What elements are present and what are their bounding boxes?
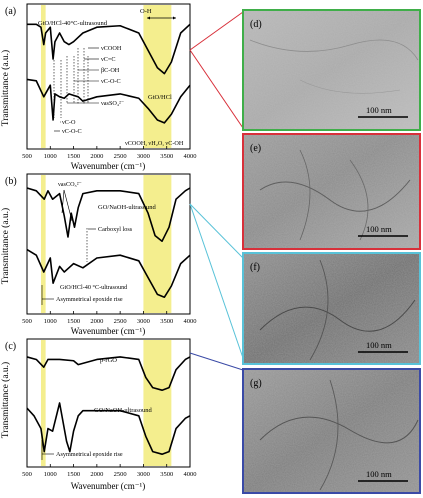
- x-tick-label-c-1500: 1500: [67, 471, 80, 478]
- ann-cc: νC=C: [101, 56, 116, 63]
- oh-arrowhead-right: [173, 16, 176, 20]
- series-label-gto-hcl-b: GtO/HCl-40 °C-ultrasound: [60, 284, 128, 291]
- panel-label-a: (a): [5, 6, 16, 17]
- ann-coh: βC-OH: [101, 67, 120, 74]
- ylabel-c: Transmittance (a.u.): [0, 362, 11, 438]
- annotation-arrows-a: [54, 47, 99, 132]
- panel-label-c: (c): [5, 341, 16, 352]
- ann-co: νC-O: [62, 119, 76, 126]
- ann-coc: νC-O-C: [101, 78, 121, 85]
- x-tick-label-b-3500: 3500: [160, 318, 173, 325]
- panel-b: (b) Transmittance (a.u.) 500 1000 1500 2000…: [0, 173, 197, 336]
- x-tick-label-a-1000: 1000: [44, 153, 57, 160]
- x-tick-label-b-2500: 2500: [114, 318, 127, 325]
- ann-epoxide-b: Asymmetrical epoxide rise: [56, 296, 123, 303]
- highlight-band-c-0: [40, 340, 46, 466]
- panel-label-f: (f): [250, 262, 260, 273]
- highlight-band-a-1: [143, 5, 172, 148]
- plot-frame-a: [26, 3, 191, 150]
- x-tick-label-a-2000: 2000: [90, 153, 103, 160]
- connector-b-bottom: [189, 203, 244, 359]
- co3-arrows: [61, 189, 73, 222]
- x-tick-label-b-500: 500: [22, 318, 32, 325]
- band-annotations-a: νCOOH νC=C βC-OH νC-O-C νasSO₄²⁻ νC-O νC…: [62, 45, 184, 147]
- band-dashes-a: [53, 48, 89, 118]
- x-tick-label-c-2000: 2000: [90, 471, 103, 478]
- ann-so4: νasSO₄²⁻: [101, 100, 124, 107]
- ann-oh-group: νCOOH, νH₂O, νC-OH: [125, 140, 184, 147]
- ylabel-a: Transmittance (a.u.): [0, 50, 11, 126]
- x-tick-label-b-1500: 1500: [67, 318, 80, 325]
- panel-c: (c) Transmittance (a.u.) 500 1000 1500 2000…: [0, 338, 197, 491]
- x-tick-label-b-2000: 2000: [90, 318, 103, 325]
- annotation-oh: O-H: [140, 8, 152, 15]
- scale-text-e: 100 nm: [366, 224, 392, 234]
- x-tick-label-b-1000: 1000: [44, 318, 57, 325]
- panel-label-e: (e): [250, 143, 261, 154]
- highlight-band-b-0: [40, 175, 46, 313]
- x-tick-label-a-500: 500: [22, 153, 32, 160]
- highlight-band-c-1: [143, 340, 172, 466]
- x-tick-label-a-3500: 3500: [160, 153, 173, 160]
- oh-arrowhead-left: [147, 16, 150, 20]
- plot-frame-b: [26, 173, 191, 315]
- tem-image-f: (f) 100 nm: [242, 252, 421, 365]
- series-line-b-1: [26, 248, 191, 298]
- highlight-band-b-1: [143, 175, 172, 313]
- series-label-gto-hcl-40: GtO/HCl-40°C-ultrasound: [38, 20, 108, 27]
- tem-image-d: (d) 100 nm: [242, 9, 421, 131]
- x-tick-label-a-1500: 1500: [67, 153, 80, 160]
- plot-frame-c: [26, 338, 191, 468]
- ann-epoxide-c: Asymmetrical epoxide rise: [56, 451, 123, 458]
- series-label-gto-hcl: GtO/HCl: [148, 94, 172, 101]
- series-line-c-1: [26, 402, 191, 455]
- series-label-prgo: p-rGO: [100, 357, 117, 364]
- tem-image-e: (e) 100 nm: [242, 133, 421, 250]
- series-line-a-0: [27, 23, 191, 75]
- series-label-go-naoh-c: GO/NaOH-ultrasound: [94, 407, 153, 414]
- x-tick-label-b-3000: 3000: [137, 318, 150, 325]
- ann-coc2: νC-O-C: [62, 128, 82, 135]
- connectors: [189, 11, 244, 371]
- ylabel-b: Transmittance (a.u.): [0, 208, 11, 284]
- xlabel-c: Wavenumber (cm⁻¹): [71, 481, 145, 491]
- connector-a-bottom: [189, 49, 244, 129]
- panel-label-b: (b): [5, 176, 17, 187]
- scale-text-d: 100 nm: [366, 105, 392, 115]
- highlight-band-a-0: [40, 5, 46, 148]
- x-tick-label-c-1000: 1000: [44, 471, 57, 478]
- x-tick-label-c-3500: 3500: [160, 471, 173, 478]
- panel-label-d: (d): [250, 19, 262, 30]
- series-label-go-naoh: GO/NaOH-ultrasound: [98, 204, 157, 211]
- x-tick-label-c-3000: 3000: [137, 471, 150, 478]
- x-tick-label-a-3000: 3000: [137, 153, 150, 160]
- panel-a: (a) Transmittance (a.u.) 500 1000 1500 2000…: [0, 3, 197, 171]
- connector-b-top: [189, 203, 244, 259]
- connector-a-top: [189, 11, 244, 51]
- scale-text-f: 100 nm: [366, 340, 392, 350]
- x-tick-label-b-4000: 4000: [184, 318, 197, 325]
- panel-label-g: (g): [250, 378, 262, 389]
- ann-co3: νasCO₃²⁻: [58, 181, 82, 188]
- x-tick-label-a-4000: 4000: [184, 153, 197, 160]
- ann-carboxyl: Carboxyl loss: [98, 226, 133, 233]
- tem-image-g: (g) 100 nm: [242, 368, 421, 494]
- x-tick-label-c-2500: 2500: [114, 471, 127, 478]
- scale-text-g: 100 nm: [366, 469, 392, 479]
- x-tick-label-c-4000: 4000: [184, 471, 197, 478]
- connector-c-top: [189, 352, 244, 371]
- x-tick-label-c-500: 500: [22, 471, 32, 478]
- xlabel-a: Wavenumber (cm⁻¹): [71, 161, 145, 171]
- series-line-b-0: [26, 187, 191, 242]
- series-line-c-0: [26, 356, 191, 391]
- ann-cooh: νCOOH: [101, 45, 122, 52]
- x-tick-label-a-2500: 2500: [114, 153, 127, 160]
- xlabel-b: Wavenumber (cm⁻¹): [71, 326, 145, 336]
